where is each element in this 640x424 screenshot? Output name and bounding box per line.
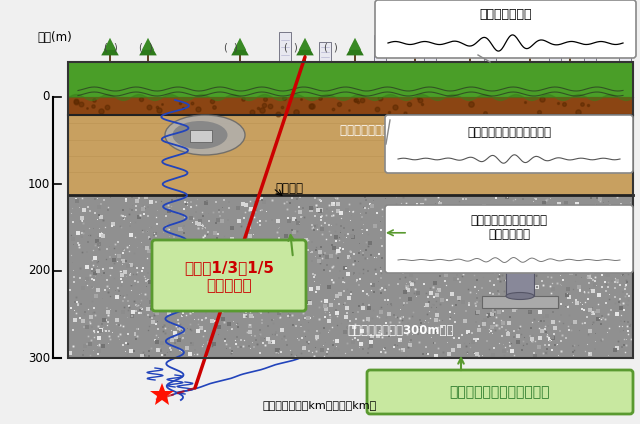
Bar	[68, 195, 633, 358]
Text: (: (	[613, 42, 617, 52]
Text: 200: 200	[28, 265, 50, 277]
FancyBboxPatch shape	[152, 240, 306, 311]
Text: 深度(m): 深度(m)	[38, 31, 72, 44]
Text: ): )	[588, 42, 592, 52]
Polygon shape	[561, 40, 579, 56]
Text: ): )	[233, 42, 237, 52]
Text: さらに小さい: さらに小さい	[488, 229, 530, 242]
Bar	[374, 35, 386, 62]
Text: 300: 300	[28, 351, 50, 365]
Bar	[549, 37, 561, 62]
Polygon shape	[231, 40, 249, 56]
Text: 地表の「ゆれ」: 地表の「ゆれ」	[479, 8, 532, 22]
FancyBboxPatch shape	[375, 0, 636, 58]
Bar	[319, 42, 331, 62]
FancyBboxPatch shape	[367, 370, 633, 414]
Bar	[68, 62, 633, 97]
Text: (: (	[223, 42, 227, 52]
Text: (: (	[138, 42, 142, 52]
Text: (: (	[483, 42, 487, 52]
Text: （震源：地下数km～数１０km）: （震源：地下数km～数１０km）	[263, 400, 377, 410]
Bar	[68, 97, 633, 195]
Ellipse shape	[506, 261, 534, 269]
Text: (: (	[323, 42, 327, 52]
Text: 断層活動: 断層活動	[275, 181, 303, 195]
Text: 地表より「ゆれ」は小さい: 地表より「ゆれ」は小さい	[467, 126, 551, 139]
Text: 地表の1/3～1/5: 地表の1/3～1/5	[184, 260, 274, 275]
Polygon shape	[142, 38, 154, 50]
Text: ): )	[493, 42, 497, 52]
Text: (: (	[103, 42, 107, 52]
Text: 地下深部での「ゆれ」は: 地下深部での「ゆれ」は	[470, 215, 547, 228]
Text: (: (	[433, 42, 437, 52]
Polygon shape	[140, 40, 157, 56]
Text: ): )	[148, 42, 152, 52]
Text: 地下利用深度；数１０m 以浅: 地下利用深度；数１０m 以浅	[340, 123, 440, 137]
Polygon shape	[409, 38, 421, 50]
Ellipse shape	[506, 293, 534, 299]
Text: 処分場設置深度；300m以深: 処分場設置深度；300m以深	[348, 324, 454, 337]
Polygon shape	[564, 38, 576, 50]
FancyBboxPatch shape	[385, 115, 633, 173]
Bar	[279, 32, 291, 62]
Polygon shape	[461, 40, 479, 56]
Polygon shape	[234, 38, 246, 50]
Bar	[506, 266, 534, 296]
Text: 100: 100	[28, 178, 50, 190]
Bar	[584, 35, 596, 62]
Polygon shape	[299, 38, 311, 50]
Text: ): )	[623, 42, 627, 52]
Bar	[484, 35, 496, 62]
Text: (: (	[378, 42, 382, 52]
Text: (: (	[578, 42, 582, 52]
Polygon shape	[296, 40, 314, 56]
Text: ): )	[548, 42, 552, 52]
Polygon shape	[406, 40, 424, 56]
Bar	[68, 97, 633, 115]
Ellipse shape	[173, 121, 227, 149]
Polygon shape	[349, 38, 361, 50]
Text: ): )	[333, 42, 337, 52]
Text: ): )	[293, 42, 297, 52]
Ellipse shape	[165, 115, 245, 155]
Text: 0: 0	[43, 90, 50, 103]
Text: ): )	[388, 42, 392, 52]
Polygon shape	[101, 40, 119, 56]
Bar	[619, 37, 631, 62]
Text: ): )	[113, 42, 117, 52]
Polygon shape	[521, 40, 539, 56]
Polygon shape	[524, 38, 536, 50]
Text: (: (	[538, 42, 542, 52]
Text: 岩盤と一体となって揺れる: 岩盤と一体となって揺れる	[450, 385, 550, 399]
Text: 程度の揺れ: 程度の揺れ	[206, 278, 252, 293]
Bar	[424, 41, 436, 62]
Polygon shape	[464, 38, 476, 50]
Text: (: (	[283, 42, 287, 52]
Polygon shape	[346, 40, 364, 56]
Bar	[190, 130, 212, 142]
Bar	[482, 296, 558, 308]
Text: ): )	[443, 42, 447, 52]
Polygon shape	[104, 38, 116, 50]
Bar	[68, 62, 633, 358]
FancyBboxPatch shape	[385, 205, 633, 273]
